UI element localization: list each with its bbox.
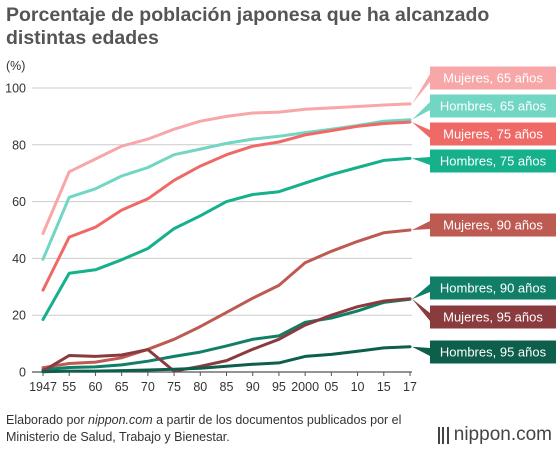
y-unit-label: (%)	[6, 59, 25, 73]
legend-tag-shape	[412, 340, 556, 364]
series-line	[41, 120, 412, 292]
y-tick-label: 40	[12, 252, 26, 266]
x-tick-label: 10	[351, 380, 365, 394]
series-line	[41, 102, 412, 235]
legend-tag-label: Mujeres, 90 años	[443, 218, 543, 233]
legend-tag-label: Mujeres, 65 años	[443, 71, 543, 86]
brand-name: nippon.com	[453, 424, 552, 445]
legend-tag-shape	[412, 276, 556, 300]
brand-mark-icon	[437, 426, 449, 444]
series-line	[41, 297, 412, 373]
legend-tag-shape	[412, 149, 556, 173]
legend-tag-label: Hombres, 65 años	[440, 99, 547, 114]
series-line	[41, 297, 412, 372]
legend-tag-label: Hombres, 90 años	[440, 281, 547, 296]
title-line-2: distintas edades	[6, 27, 159, 49]
title-line-1: Porcentaje de población japonesa que ha …	[6, 4, 490, 26]
x-tick-label: 05	[324, 380, 338, 394]
x-tick-label: 55	[62, 380, 76, 394]
x-tick-label: 80	[193, 380, 207, 394]
series-line	[41, 228, 412, 370]
grid-layer	[32, 87, 412, 373]
legend-tag-shape	[412, 213, 556, 237]
legend-tag-shape	[412, 94, 556, 120]
series-line	[41, 118, 412, 261]
x-tick-label: 60	[88, 380, 102, 394]
legend-tag-shape	[412, 298, 556, 329]
x-tick-label: 2000	[291, 380, 319, 394]
y-tick-label: 100	[5, 82, 26, 96]
legend-tags: Mujeres, 65 años Hombres, 65 años Mujeres,…	[412, 66, 556, 364]
source-note-site: nippon.com	[88, 413, 153, 427]
brand-logo: nippon.com	[437, 424, 552, 446]
chart-title: Porcentaje de población japonesa que ha …	[6, 4, 554, 50]
source-note-post: a partir de los documentos publicados po…	[6, 413, 402, 444]
x-tick-label: 95	[272, 380, 286, 394]
tick-layer: 0 20 40 60 80 100 1947 55 60 65 70 75 80 85 90 95 2000 05…	[5, 82, 417, 395]
legend-tag-label: Hombres, 75 años	[440, 154, 547, 169]
x-tick-label: 90	[246, 380, 260, 394]
x-tick-label: 70	[141, 380, 155, 394]
legend-tag-shape	[412, 66, 556, 104]
x-tick-label: 75	[167, 380, 181, 394]
source-note: Elaborado por nippon.com a partir de los…	[6, 412, 436, 446]
series-line	[41, 345, 412, 374]
series-line	[41, 156, 412, 321]
x-tick-label: 17	[403, 380, 417, 394]
legend-tag-label: Mujeres, 95 años	[443, 310, 543, 325]
x-tick-label: 85	[220, 380, 234, 394]
legend-tag-label: Hombres, 95 años	[440, 345, 547, 360]
x-tick-label: 65	[115, 380, 129, 394]
y-tick-label: 0	[19, 366, 26, 380]
series-layer	[41, 102, 412, 374]
legend-tag-label: Mujeres, 75 años	[443, 127, 543, 142]
y-tick-label: 20	[12, 309, 26, 323]
y-tick-label: 60	[12, 195, 26, 209]
x-tick-label: 15	[377, 380, 391, 394]
y-tick-label: 80	[12, 138, 26, 152]
x-tick-label: 1947	[29, 380, 57, 394]
source-note-pre: Elaborado por	[6, 413, 89, 427]
legend-tag-shape	[412, 122, 556, 146]
